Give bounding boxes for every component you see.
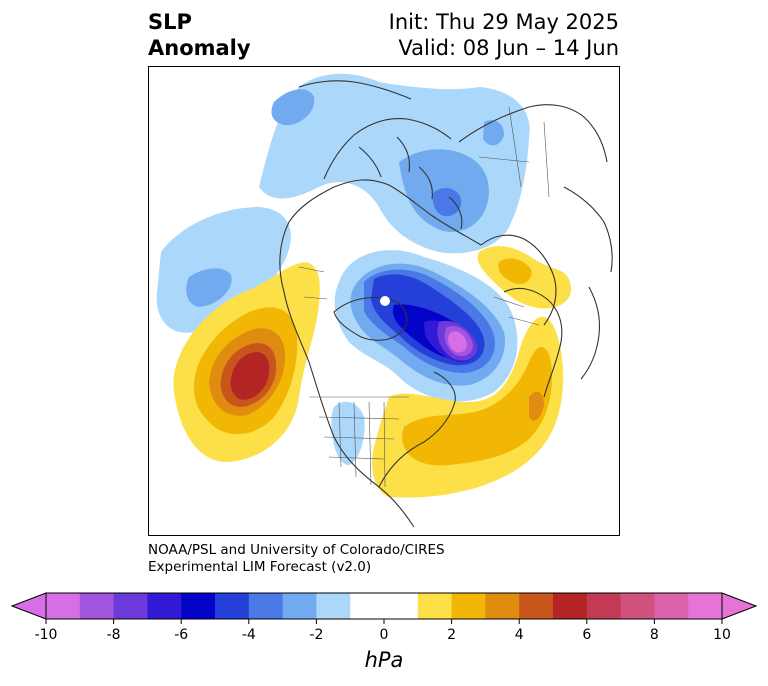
- colorbar-bin-15: [586, 593, 622, 619]
- data-credit: NOAA/PSL and University of Colorado/CIRE…: [148, 542, 445, 576]
- colorbar-bin-2: [113, 593, 148, 619]
- colorbar-tick-label: 2: [447, 627, 457, 643]
- colorbar-bin-17: [654, 593, 689, 619]
- forecast-dates: Init: Thu 29 May 2025 Valid: 08 Jun – 14…: [389, 9, 619, 61]
- colorbar-bin-4: [181, 593, 216, 619]
- title-line-1: SLP: [148, 10, 192, 34]
- colorbar-bin-6: [248, 593, 284, 619]
- europe-positive-anomaly: [477, 246, 572, 309]
- pole-marker: [380, 296, 390, 306]
- colorbar: [10, 592, 758, 624]
- init-date: Init: Thu 29 May 2025: [388, 10, 619, 34]
- colorbar-bin-11: [451, 593, 486, 619]
- borders: [298, 106, 550, 488]
- colorbar-bins: [46, 593, 723, 619]
- colorbar-bin-8: [316, 593, 351, 619]
- colorbar-bin-14: [553, 593, 588, 619]
- colorbar-ticks: [45, 619, 723, 624]
- colorbar-tick-label: -10: [34, 627, 58, 643]
- colorbar-over-arrow: [721, 592, 758, 620]
- coastlines: [279, 80, 613, 528]
- colorbar-tick-label: -6: [174, 627, 189, 643]
- pacific-negative-anomaly: [156, 207, 291, 333]
- colorbar-tick-label: 6: [582, 627, 592, 643]
- atlantic-positive-anomaly: [372, 316, 564, 498]
- colorbar-bin-3: [147, 593, 182, 619]
- colorbar-bin-18: [688, 593, 723, 619]
- colorbar-tick-label: -2: [309, 627, 324, 643]
- colorbar-bin-10: [417, 593, 453, 619]
- colorbar-bin-0: [46, 593, 81, 619]
- map-panel: [148, 66, 620, 536]
- map-title: SLP Anomaly: [148, 9, 251, 61]
- colorbar-tick-label: -8: [106, 627, 121, 643]
- colorbar-bin-13: [519, 593, 554, 619]
- colorbar-tick-label: 4: [514, 627, 524, 643]
- colorbar-under-arrow: [10, 592, 47, 620]
- title-line-2: Anomaly: [148, 36, 251, 60]
- colorbar-bin-7: [282, 593, 317, 619]
- us-negative-anomaly: [331, 401, 365, 465]
- valid-range: Valid: 08 Jun – 14 Jun: [398, 36, 619, 60]
- anomaly-map: [156, 73, 613, 528]
- arctic-negative-anomaly: [259, 73, 530, 254]
- credit-line-1: NOAA/PSL and University of Colorado/CIRE…: [148, 542, 445, 558]
- colorbar-tick-label: -4: [241, 627, 256, 643]
- colorbar-tick-label: 8: [649, 627, 659, 643]
- colorbar-bin-9: [350, 593, 419, 619]
- colorbar-units: hPa: [364, 648, 404, 672]
- colorbar-bin-5: [215, 593, 250, 619]
- hudson-bay-negative-anomaly: [334, 250, 518, 402]
- pacific-positive-anomaly: [173, 262, 320, 462]
- colorbar-tick-label: 0: [379, 627, 389, 643]
- colorbar-tick-label: 10: [713, 627, 731, 643]
- credit-line-2: Experimental LIM Forecast (v2.0): [148, 559, 372, 575]
- colorbar-bin-16: [620, 593, 655, 619]
- colorbar-bin-1: [79, 593, 115, 619]
- colorbar-bin-12: [485, 593, 520, 619]
